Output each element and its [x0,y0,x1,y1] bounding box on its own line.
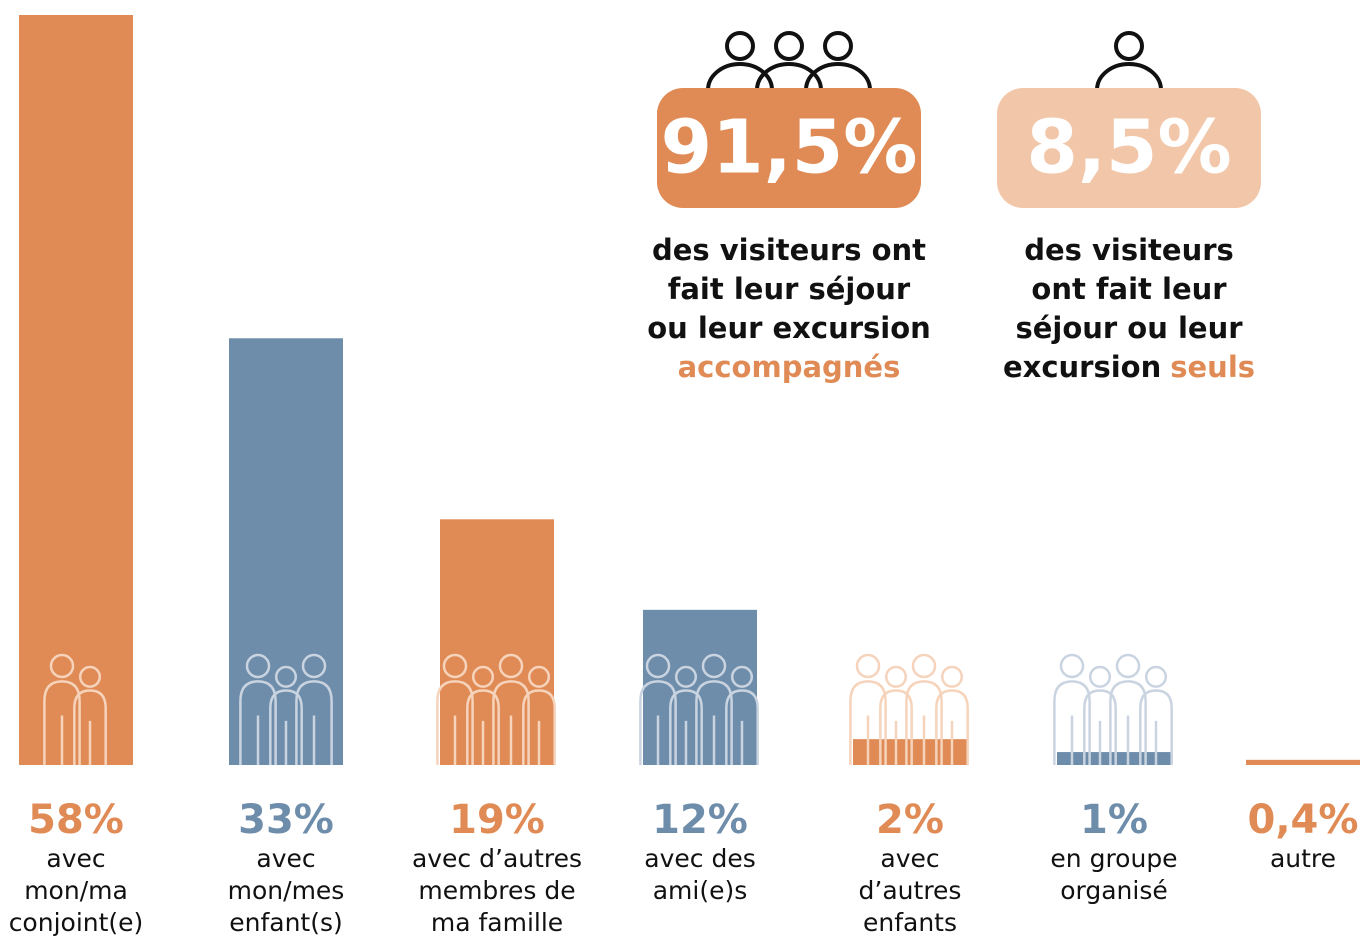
person-head [645,653,671,679]
category-label: enfants [863,908,957,937]
value-label: 33% [238,797,334,843]
category-label: enfant(s) [229,908,343,937]
person-head [911,653,937,679]
callout-text: ont fait leur [1031,272,1227,306]
person-head [674,665,698,688]
person-body [725,689,759,765]
callout-text: accompagnés [678,350,901,384]
category-label: avec [880,844,939,873]
person-body [1083,689,1117,765]
callout-text: séjour ou leur [1015,311,1243,345]
person-head [442,653,468,679]
person-icon [879,665,913,765]
person-icon [725,665,759,765]
callout-segment: excursion [1003,350,1161,384]
person-icon [935,665,969,765]
category-label: mon/ma [24,876,128,905]
person-icon [466,665,500,765]
bar [1246,759,1360,765]
callout-text: des visiteurs [1024,233,1234,267]
person-icon [669,665,703,765]
person-head [730,665,754,688]
bar [853,739,967,765]
person-head [1115,653,1141,679]
person-head [301,653,327,679]
person-head [855,653,881,679]
person-head [940,665,964,688]
category-label: autre [1270,844,1336,873]
person-icon [269,665,303,765]
person-icon [73,665,107,765]
callout-value: 8,5% [1026,105,1231,191]
category-label: ami(e)s [653,876,748,905]
category-label: avec [256,844,315,873]
value-label: 0,4% [1248,797,1359,843]
value-label: 12% [652,797,748,843]
callout-segment: seuls [1170,350,1255,384]
person-head [1144,665,1168,688]
category-label: ma famille [431,908,563,937]
person-body [522,689,556,765]
person-head [49,653,75,679]
callout-segment: ou leur excursion [647,311,931,345]
person-head [498,653,524,679]
value-label: 1% [1080,797,1148,843]
person-body [466,689,500,765]
person-head [1088,665,1112,688]
person-body [669,689,703,765]
person-head [78,665,102,688]
value-label: 58% [28,797,124,843]
callout-value: 91,5% [661,105,918,191]
callout-text: des visiteurs ont [652,233,926,267]
person-body [269,689,303,765]
person-head [701,653,727,679]
person-head [274,665,298,688]
bar [229,338,343,765]
person-body [879,689,913,765]
value-label: 19% [449,797,545,843]
bar [440,519,554,765]
person-body [73,689,107,765]
person-head [1059,653,1085,679]
callout-segment: fait leur séjour [668,272,911,306]
person-head [471,665,495,688]
category-label: organisé [1060,876,1168,905]
bar [19,15,133,765]
callout-segment: séjour ou leur [1015,311,1243,345]
person-body [295,680,333,765]
person-head [527,665,551,688]
category-label: avec des [644,844,755,873]
callout-segment: des visiteurs ont [652,233,926,267]
value-label: 2% [876,797,944,843]
category-label: avec d’autres [412,844,582,873]
person-icon [522,665,556,765]
callout-text: ou leur excursion [647,311,931,345]
category-label: avec [46,844,105,873]
category-label: membres de [418,876,575,905]
single-icon [1095,31,1163,98]
person-body [935,689,969,765]
person-icon [1083,665,1117,765]
callout-text: fait leur séjour [668,272,911,306]
category-label: conjoint(e) [9,908,144,937]
person-icon [1139,665,1173,765]
person-body [1139,689,1173,765]
callout-segment: accompagnés [678,350,901,384]
callout-segment: ont fait leur [1031,272,1227,306]
callout-box [657,88,921,208]
callout-segment: des visiteurs [1024,233,1234,267]
bar [1057,752,1171,765]
group-icon [706,31,872,98]
person-head [245,653,271,679]
category-label: en groupe [1050,844,1177,873]
person-head [884,665,908,688]
category-label: d’autres [859,876,962,905]
category-label: mon/mes [228,876,345,905]
callout-text: excursion seuls [1003,350,1255,384]
callout-box [997,88,1261,208]
person-icon [295,653,333,765]
